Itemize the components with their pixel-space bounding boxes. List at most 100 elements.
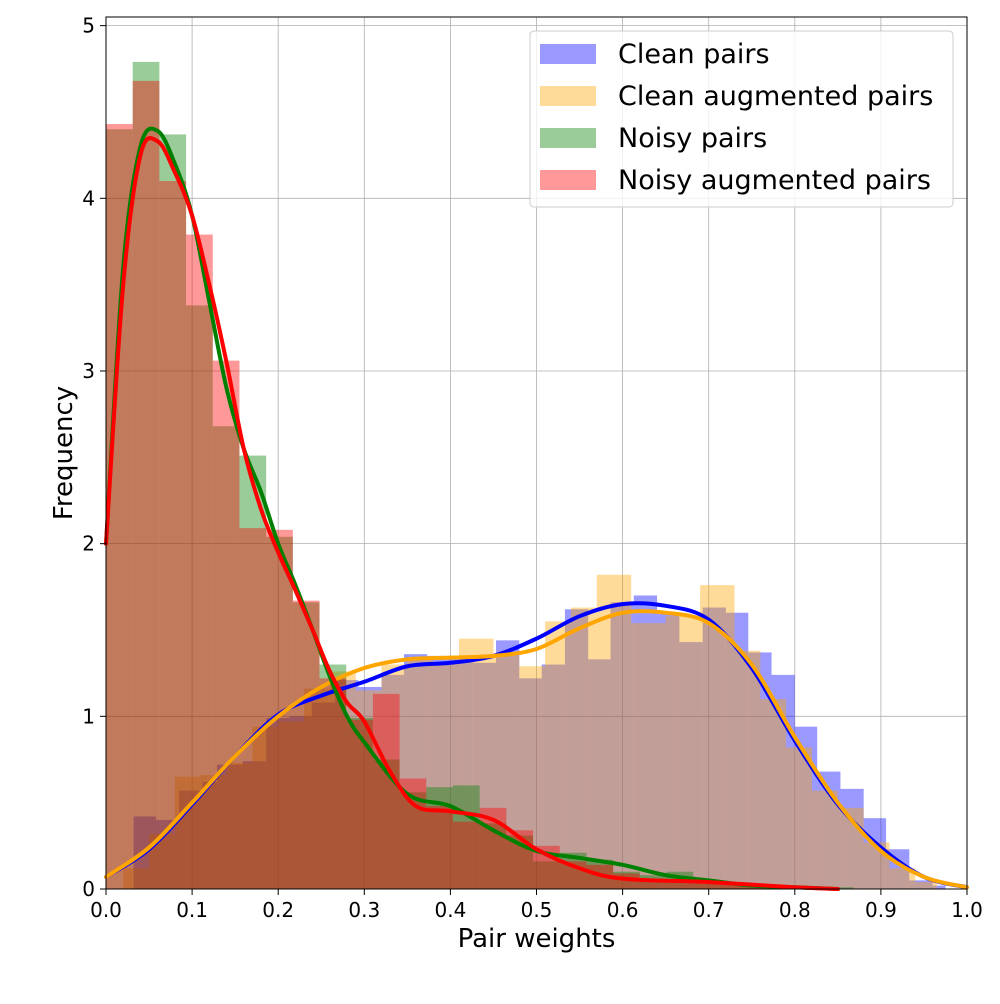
bar-series-0-bin-8 bbox=[311, 702, 336, 889]
legend-entry-noisy-pairs: Noisy pairs bbox=[540, 123, 767, 154]
bar-series-1-bin-23 bbox=[760, 699, 787, 889]
bar-series-0-bin-25 bbox=[702, 607, 726, 889]
bar-series-0-bin-10 bbox=[358, 686, 382, 889]
legend-label-clean-augmented-pairs: Clean augmented pairs bbox=[618, 81, 933, 112]
bar-series-1-bin-18 bbox=[596, 574, 632, 889]
bar-series-3-bin-2 bbox=[159, 181, 187, 889]
bar-series-1-bin-4 bbox=[226, 762, 253, 889]
bar-series-2-bin-22 bbox=[693, 882, 720, 889]
bar-series-3-bin-12 bbox=[426, 806, 453, 889]
bar-series-3-bin-3 bbox=[186, 234, 213, 890]
bar-series-2-bin-0 bbox=[106, 129, 133, 890]
bar-series-3-bin-8 bbox=[319, 678, 347, 889]
bar-series-3-bin-13 bbox=[452, 821, 480, 889]
bar-series-0-bin-26 bbox=[725, 612, 749, 889]
y-tick-label: 3 bbox=[82, 359, 95, 383]
bar-series-0-bin-24 bbox=[679, 642, 703, 889]
bar-series-1-bin-22 bbox=[734, 650, 761, 889]
bar-series-1-bin-7 bbox=[304, 688, 330, 889]
bar-series-1-bin-5 bbox=[252, 726, 279, 889]
bar-series-0-bin-22 bbox=[633, 595, 658, 889]
x-tick-label: 0.9 bbox=[865, 898, 897, 922]
bar-series-1-bin-28 bbox=[889, 868, 916, 889]
bar-series-1-bin-17 bbox=[570, 607, 597, 889]
x-tick-label: 0.0 bbox=[90, 898, 122, 922]
y-axis-label: Frequency bbox=[49, 386, 79, 520]
bar-series-2-bin-7 bbox=[292, 602, 320, 889]
bar-series-2-bin-3 bbox=[186, 305, 213, 889]
y-tick-label: 4 bbox=[82, 186, 95, 210]
bar-series-0-bin-6 bbox=[266, 718, 290, 889]
bar-series-1-bin-20 bbox=[665, 616, 701, 889]
bar-series-3-bin-7 bbox=[292, 600, 320, 889]
x-tick-label: 0.1 bbox=[176, 898, 208, 922]
legend-label-noisy-pairs: Noisy pairs bbox=[618, 123, 767, 154]
legend-swatch-clean-pairs bbox=[540, 44, 596, 64]
bar-series-0-bin-21 bbox=[610, 602, 634, 889]
bar-series-3-bin-21 bbox=[666, 880, 694, 889]
bar-series-2-bin-13 bbox=[452, 785, 480, 889]
x-axis-label: Pair weights bbox=[458, 924, 616, 954]
bar-series-3-bin-5 bbox=[239, 528, 267, 889]
kde-line-series-1 bbox=[104, 609, 969, 890]
legend-swatch-clean-augmented-pairs bbox=[540, 86, 596, 106]
axis-ticks: 0.0 0.1 0.2 0.3 0.4 0.5 0.6 0.7 0.8 0.9 1.0 0 1 2 3 4 5 bbox=[82, 14, 983, 922]
bar-series-1-bin-3 bbox=[200, 775, 227, 889]
legend-entry-clean-pairs: Clean pairs bbox=[540, 39, 770, 70]
bar-series-1-bin-25 bbox=[812, 790, 838, 889]
bar-series-0-bin-34 bbox=[909, 880, 933, 889]
legend: Clean pairs Clean augmented pairs Noisy … bbox=[529, 30, 954, 208]
bar-series-1-bin-19 bbox=[631, 623, 666, 889]
bar-series-0-bin-13 bbox=[427, 655, 451, 889]
bar-series-0-bin-12 bbox=[403, 654, 428, 889]
bar-series-0-bin-19 bbox=[564, 609, 589, 889]
bar-series-3-bin-4 bbox=[212, 360, 240, 889]
legend-entry-clean-augmented-pairs: Clean augmented pairs bbox=[540, 81, 933, 112]
bar-series-0-bin-23 bbox=[657, 612, 680, 889]
x-tick-label: 1.0 bbox=[951, 898, 983, 922]
bar-series-2-bin-23 bbox=[719, 883, 747, 889]
y-tick-label: 1 bbox=[82, 704, 95, 728]
bar-series-1-bin-24 bbox=[786, 747, 813, 889]
bar-series-3-bin-1 bbox=[132, 80, 160, 890]
bars-series-0 bbox=[133, 595, 946, 889]
bars-series-1 bbox=[123, 574, 937, 889]
bar-series-1-bin-11 bbox=[407, 657, 434, 889]
bar-series-0-bin-14 bbox=[450, 659, 473, 889]
bar-series-1-bin-29 bbox=[915, 882, 937, 889]
x-tick-label: 0.3 bbox=[348, 898, 380, 922]
bar-series-0-bin-20 bbox=[588, 659, 611, 889]
x-tick-label: 0.5 bbox=[521, 898, 553, 922]
x-tick-label: 0.6 bbox=[607, 898, 639, 922]
bar-series-0-bin-15 bbox=[472, 662, 497, 889]
bar-series-0-bin-17 bbox=[519, 678, 542, 889]
legend-label-noisy-augmented-pairs: Noisy augmented pairs bbox=[618, 165, 931, 196]
bar-series-3-bin-23 bbox=[719, 883, 747, 889]
bar-series-0-bin-9 bbox=[335, 680, 359, 889]
bar-series-2-bin-2 bbox=[159, 134, 187, 889]
y-tick-label: 5 bbox=[82, 14, 95, 38]
bar-series-1-bin-14 bbox=[493, 655, 520, 889]
bar-series-0-bin-5 bbox=[242, 761, 267, 889]
legend-entry-noisy-augmented-pairs: Noisy augmented pairs bbox=[540, 165, 931, 196]
bar-series-0-bin-18 bbox=[541, 664, 565, 889]
kde-line-series-3 bbox=[104, 136, 840, 891]
y-tick-label: 2 bbox=[82, 532, 95, 556]
x-tick-label: 0.4 bbox=[434, 898, 466, 922]
bar-series-1-bin-16 bbox=[545, 621, 571, 889]
legend-swatch-noisy-augmented-pairs bbox=[540, 170, 596, 190]
kde-curves bbox=[104, 126, 969, 891]
bar-series-1-bin-9 bbox=[355, 690, 382, 889]
histogram-bars bbox=[106, 61, 946, 890]
legend-label-clean-pairs: Clean pairs bbox=[618, 39, 770, 70]
bar-series-1-bin-13 bbox=[459, 638, 494, 889]
x-tick-label: 0.8 bbox=[779, 898, 811, 922]
bar-series-0-bin-3 bbox=[202, 781, 218, 889]
bar-series-2-bin-4 bbox=[212, 426, 240, 889]
bar-series-3-bin-10 bbox=[372, 693, 400, 889]
bar-series-2-bin-5 bbox=[239, 455, 267, 889]
bar-series-0-bin-4 bbox=[217, 764, 243, 889]
bar-series-3-bin-20 bbox=[639, 878, 667, 889]
